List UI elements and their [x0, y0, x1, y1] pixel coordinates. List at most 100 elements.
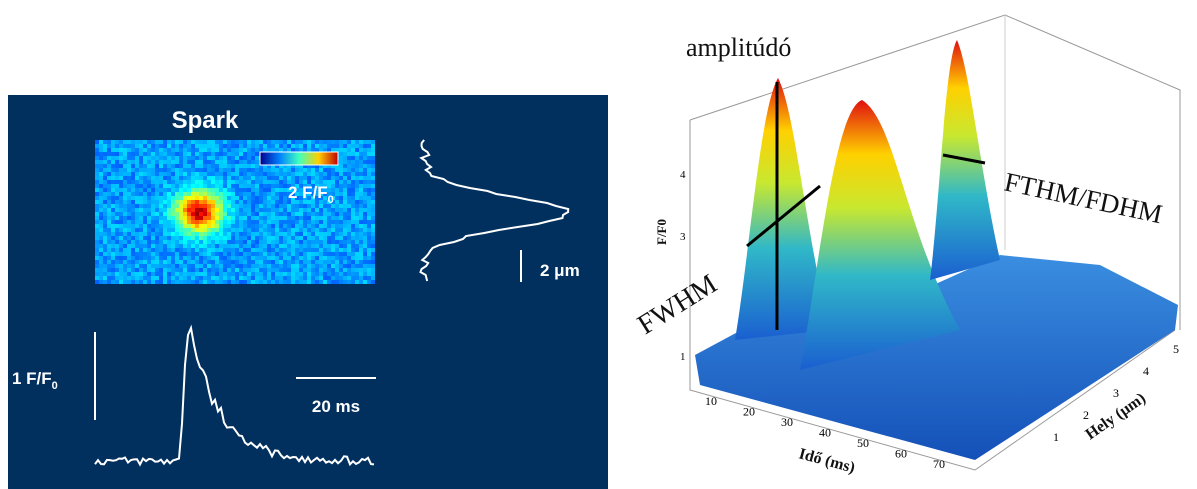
pixel: [191, 196, 195, 200]
pixel: [135, 228, 139, 232]
pixel: [231, 152, 235, 156]
pixel: [207, 220, 211, 224]
pixel: [95, 236, 99, 240]
pixel: [119, 236, 123, 240]
pixel: [95, 240, 99, 244]
pixel: [263, 148, 267, 152]
pixel: [171, 240, 175, 244]
pixel: [111, 228, 115, 232]
pixel: [187, 156, 191, 160]
pixel: [351, 280, 355, 284]
pixel: [267, 184, 271, 188]
pixel: [223, 184, 227, 188]
pixel: [131, 156, 135, 160]
pixel: [107, 228, 111, 232]
pixel: [247, 268, 251, 272]
pixel: [323, 232, 327, 236]
pixel: [191, 244, 195, 248]
pixel: [139, 264, 143, 268]
pixel: [215, 200, 219, 204]
pixel: [271, 232, 275, 236]
pixel: [255, 220, 259, 224]
pixel: [263, 236, 267, 240]
pixel: [111, 176, 115, 180]
pixel: [355, 180, 359, 184]
pixel: [231, 260, 235, 264]
pixel: [203, 240, 207, 244]
pixel: [195, 180, 199, 184]
pixel: [123, 200, 127, 204]
pixel: [111, 172, 115, 176]
pixel: [283, 208, 287, 212]
pixel: [343, 228, 347, 232]
pixel: [215, 276, 219, 280]
pixel: [299, 256, 303, 260]
pixel: [315, 140, 319, 144]
pixel: [319, 256, 323, 260]
pixel: [183, 176, 187, 180]
pixel: [119, 180, 123, 184]
pixel: [367, 208, 371, 212]
pixel: [175, 208, 179, 212]
pixel: [367, 228, 371, 232]
pixel: [295, 208, 299, 212]
pixel: [351, 260, 355, 264]
pixel: [359, 196, 363, 200]
pixel: [191, 144, 195, 148]
pixel: [179, 160, 183, 164]
pixel: [135, 188, 139, 192]
pixel: [255, 252, 259, 256]
pixel: [107, 276, 111, 280]
pixel: [111, 216, 115, 220]
pixel: [95, 232, 99, 236]
pixel: [199, 224, 203, 228]
pixel: [283, 236, 287, 240]
pixel: [203, 256, 207, 260]
pixel: [279, 212, 283, 216]
pixel: [271, 176, 275, 180]
pixel: [159, 200, 163, 204]
pixel: [267, 180, 271, 184]
pixel: [283, 256, 287, 260]
pixel: [279, 148, 283, 152]
pixel: [223, 140, 227, 144]
pixel: [103, 204, 107, 208]
pixel: [235, 160, 239, 164]
pixel: [103, 184, 107, 188]
pixel: [143, 176, 147, 180]
pixel: [363, 236, 367, 240]
pixel: [171, 172, 175, 176]
pixel: [191, 240, 195, 244]
pixel: [263, 248, 267, 252]
pixel: [251, 248, 255, 252]
pixel: [203, 264, 207, 268]
pixel: [355, 164, 359, 168]
pixel: [123, 232, 127, 236]
pixel: [347, 216, 351, 220]
pixel: [103, 220, 107, 224]
pixel: [219, 184, 223, 188]
pixel: [283, 148, 287, 152]
pixel: [147, 200, 151, 204]
pixel: [183, 224, 187, 228]
pixel: [195, 280, 199, 284]
pixel: [255, 228, 259, 232]
pixel: [315, 188, 319, 192]
pixel: [187, 280, 191, 284]
pixel: [147, 188, 151, 192]
pixel: [339, 144, 343, 148]
pixel: [299, 192, 303, 196]
pixel: [251, 220, 255, 224]
pixel: [287, 140, 291, 144]
pixel: [239, 180, 243, 184]
pixel: [331, 260, 335, 264]
pixel: [119, 148, 123, 152]
pixel: [255, 188, 259, 192]
pixel: [303, 240, 307, 244]
pixel: [183, 196, 187, 200]
pixel: [327, 236, 331, 240]
pixel: [175, 144, 179, 148]
pixel: [359, 176, 363, 180]
pixel: [139, 236, 143, 240]
pixel: [155, 152, 159, 156]
